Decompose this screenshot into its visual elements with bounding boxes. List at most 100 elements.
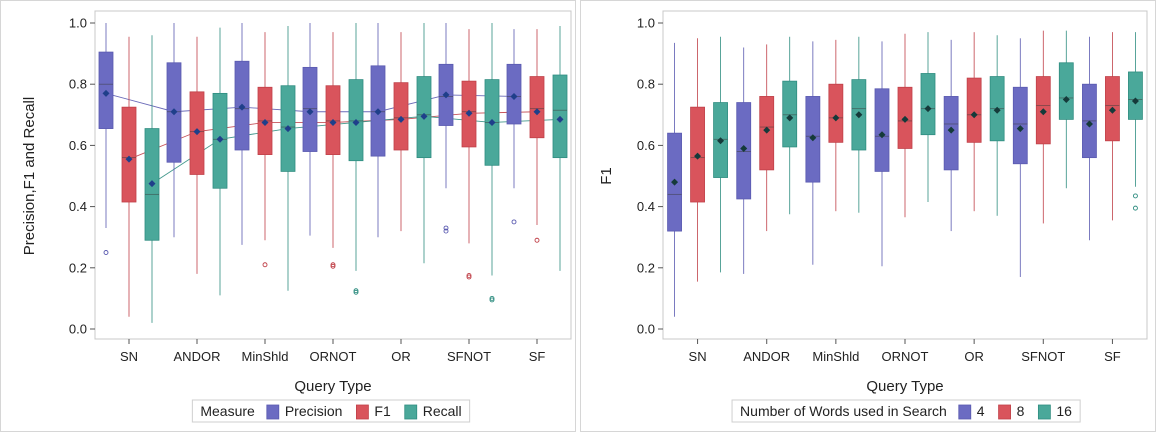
outlier-point	[534, 237, 540, 243]
mean-marker	[924, 105, 932, 113]
mean-marker	[420, 112, 428, 120]
outlier-point	[489, 295, 495, 301]
x-tick-label: OR	[964, 349, 984, 364]
box-iqr	[874, 88, 890, 172]
mean-marker	[397, 115, 405, 123]
box-iqr	[782, 80, 798, 148]
box-4-OR	[943, 39, 959, 232]
box-iqr	[1058, 62, 1074, 120]
mean-marker	[671, 178, 679, 186]
mean-marker	[1108, 106, 1116, 114]
box-16-ANDOR	[782, 36, 798, 215]
outlier-point	[1132, 205, 1138, 211]
x-tick-label: MinShld	[242, 349, 289, 364]
box-Precision-SN	[98, 23, 114, 255]
outlier-point	[466, 273, 472, 278]
mean-marker	[125, 155, 133, 163]
y-tick-label: 0.0	[69, 322, 87, 337]
outlier-point	[443, 225, 449, 231]
y-tick-label: 0.2	[69, 260, 87, 275]
legend-title: Number of Words used in Search	[740, 403, 947, 419]
box-Recall-ANDOR	[212, 27, 228, 296]
outlier-point	[353, 289, 359, 295]
legend-label-8: 8	[1017, 403, 1025, 419]
x-tick-label: SFNOT	[447, 349, 491, 364]
mean-marker	[488, 118, 496, 126]
box-iqr	[966, 77, 982, 143]
mean-marker	[261, 118, 269, 126]
box-8-ORNOT	[897, 33, 913, 218]
mean-marker	[374, 108, 382, 116]
box-F1-MinShld	[257, 32, 273, 268]
box-4-ANDOR	[736, 47, 752, 274]
x-tick-label: SFNOT	[1021, 349, 1065, 364]
box-8-OR	[966, 32, 982, 212]
mean-marker	[442, 91, 450, 99]
mean-marker	[238, 103, 246, 111]
box-iqr	[529, 76, 545, 139]
mean-marker	[763, 126, 771, 134]
outlier-point	[103, 250, 109, 255]
y-tick-label: 0.2	[637, 260, 655, 275]
y-tick-label: 0.0	[637, 322, 655, 337]
outlier-point	[330, 262, 336, 268]
mean-marker	[855, 111, 863, 119]
mean-marker	[1131, 97, 1139, 105]
box-16-SN	[713, 36, 728, 273]
x-tick-label: ANDOR	[174, 349, 221, 364]
x-axis-label: Query Type	[294, 378, 371, 395]
legend-box	[731, 399, 1081, 423]
mean-marker	[102, 89, 110, 97]
legend-title: Measure	[200, 403, 255, 419]
mean-marker	[970, 111, 978, 119]
mean-marker	[1062, 96, 1070, 103]
box-Precision-SF	[506, 29, 522, 225]
mean-marker	[352, 118, 360, 126]
box-Recall-ORNOT	[348, 23, 364, 295]
legend-swatch-8	[998, 404, 1011, 420]
mean-marker	[306, 108, 314, 116]
mean-marker	[148, 180, 156, 188]
y-tick-label: 0.6	[69, 138, 87, 153]
y-axis-label: Precision,F1 and Recall	[21, 97, 38, 255]
box-16-ORNOT	[920, 32, 936, 203]
mean-marker	[465, 109, 473, 117]
mean-marker	[533, 108, 541, 116]
x-tick-label: SF	[1104, 349, 1121, 364]
box-Recall-SFNOT	[484, 23, 500, 303]
outlier-point	[466, 274, 472, 280]
box-iqr	[121, 106, 137, 203]
legend-swatch-Recall	[404, 404, 418, 420]
legend-swatch-F1	[356, 404, 369, 420]
mean-marker	[1016, 125, 1024, 133]
mean-marker	[832, 114, 840, 122]
legend-swatch-Precision	[266, 404, 280, 420]
legend-label-Recall: Recall	[423, 403, 462, 419]
mean-marker	[740, 144, 748, 152]
outlier-point	[511, 219, 517, 225]
box-iqr	[828, 83, 844, 143]
box-iqr	[920, 73, 936, 136]
box-Precision-MinShld	[234, 23, 250, 245]
box-4-ORNOT	[874, 41, 890, 267]
box-Recall-MinShld	[280, 26, 296, 291]
y-tick-label: 1.0	[69, 16, 87, 31]
box-iqr	[1128, 71, 1143, 120]
y-tick-label: 0.4	[69, 199, 87, 214]
box-Precision-SFNOT	[438, 23, 454, 234]
outlier-point	[489, 297, 495, 303]
mean-marker	[170, 108, 178, 116]
box-Recall-OR	[416, 23, 432, 264]
box-Precision-ORNOT	[302, 23, 318, 236]
x-tick-label: SN	[689, 349, 707, 364]
legend-label-F1: F1	[374, 403, 391, 419]
mean-marker	[193, 128, 201, 136]
x-tick-label: ANDOR	[743, 349, 790, 364]
box-4-SF	[1082, 36, 1097, 241]
outlier-point	[1132, 193, 1138, 199]
mean-marker	[901, 115, 909, 123]
mean-marker	[216, 135, 224, 143]
box-Precision-OR	[370, 23, 386, 238]
y-tick-label: 1.0	[637, 16, 655, 31]
x-tick-label: ORNOT	[310, 349, 357, 364]
